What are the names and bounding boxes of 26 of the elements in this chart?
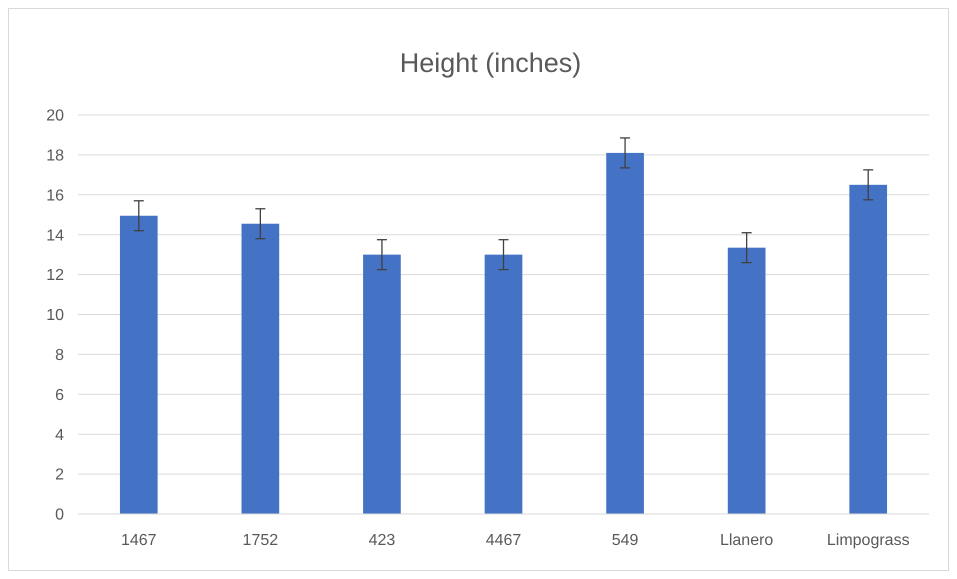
chart-title: Height (inches) [400, 48, 582, 78]
y-tick-label: 10 [46, 307, 64, 324]
y-tick-label: 18 [46, 148, 64, 164]
bar [242, 224, 280, 514]
y-tick-label: 6 [55, 386, 64, 404]
x-tick-label: 423 [368, 532, 396, 549]
bar [363, 254, 401, 514]
x-tick-label: Llanero [720, 532, 774, 549]
x-tick-label: 1752 [242, 532, 278, 549]
y-tick-label: 0 [55, 506, 64, 524]
y-tick-label: 4 [55, 426, 64, 444]
x-tick-label: 549 [612, 532, 639, 549]
y-tick-label: 16 [46, 187, 64, 204]
y-tick-label: 8 [55, 347, 64, 364]
x-tick-label: 1467 [120, 532, 157, 549]
y-tick-label: 12 [46, 267, 64, 284]
y-tick-label: 2 [55, 466, 64, 484]
y-tick-label: 14 [46, 227, 64, 244]
bar [484, 254, 522, 514]
bar [849, 184, 888, 514]
y-tick-label: 20 [46, 108, 64, 125]
bar [728, 248, 766, 514]
bar [606, 152, 644, 514]
x-tick-label: Limpograss [826, 532, 910, 549]
bar [120, 216, 158, 514]
x-tick-label: 4467 [486, 532, 522, 549]
